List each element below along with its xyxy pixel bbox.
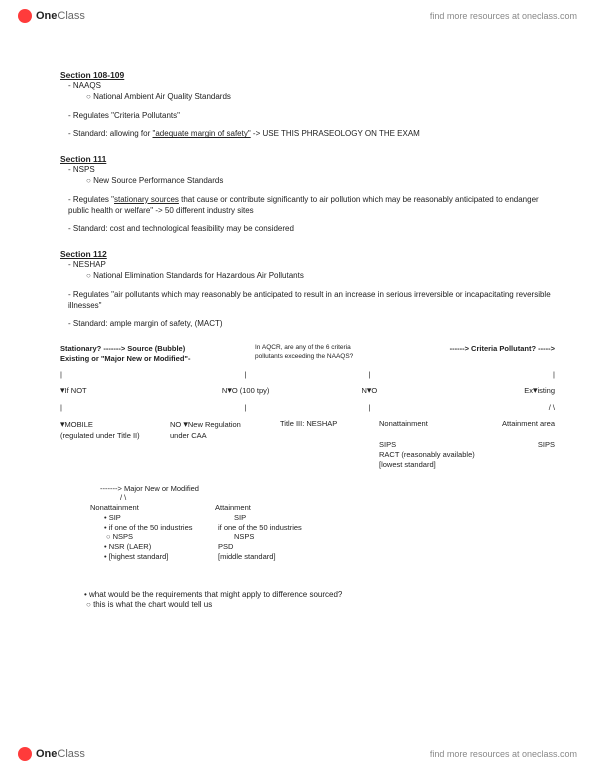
neshap-abbrev: NESHAP [68,260,555,271]
logo: OneClass [18,747,85,761]
section-112-regulates: Regulates "air pollutants which may reas… [68,290,555,312]
logo-icon [18,747,32,761]
mnm-attain: Attainment [215,503,340,513]
logo-suffix: Class [57,10,85,22]
flow-sips-l: SIPS [379,440,467,450]
mnm-nsr: NSR (LAER) [104,542,210,552]
reg-u: stationary sources [114,195,179,204]
pipe: | [184,370,308,380]
section-111-regulates: Regulates "stationary sources that cause… [68,195,555,217]
mnm-nsps-l: NSPS [106,532,210,542]
page-header: OneClass find more resources at oneclass… [0,0,595,32]
closing-answer: this is what the chart would tell us [86,600,555,611]
section-108-regulates: Regulates "Criteria Pollutants" [68,111,555,122]
flow-no100: N▾ [222,386,232,395]
mnm-nsps-r: NSPS [210,532,340,542]
logo-prefix: One [36,748,57,760]
section-112-title: Section 112 [60,249,555,259]
flow-nonattain: Nonattainment [379,419,467,440]
section-111-standard: Standard: cost and technological feasibi… [68,224,555,235]
mnm-50-l: if one of the 50 industries [104,523,210,533]
closing-question: what would be the requirements that migh… [84,590,555,601]
flow-nonew: NO ▾New Regulation [170,420,241,429]
mnm-sip-l: SIP [104,513,210,523]
std-pre: Standard: allowing for [73,129,153,138]
flow-sips-r: SIPS [467,440,555,450]
flow-stationary: Stationary? -------> Source (Bubble) [60,344,185,353]
pipe: | [431,370,555,380]
flow-mnm-slash: / \ [60,493,555,503]
nsps-fullname: New Source Performance Standards [86,176,555,187]
section-112-standard: Standard: ample margin of safety, (MACT) [68,319,555,330]
pipe: | [184,403,308,413]
flowchart: Stationary? -------> Source (Bubble) Exi… [60,344,555,561]
mnm-nonattain: Nonattainment [90,503,215,513]
std-post: -> USE THIS PHRASEOLOGY ON THE EXAM [251,129,420,138]
flow-lowest: [lowest standard] [379,460,555,470]
flow-title3: Title III: NESHAP [280,419,379,440]
reg-pre: Regulates " [73,195,114,204]
mnm-high: [highest standard] [104,552,210,562]
flow-attain: Attainment area [467,419,555,440]
document-body: Section 108-109 NAAQS National Ambient A… [60,70,555,611]
pipe: | [60,370,184,380]
flow-aqcr-q2: pollutants exceeding the NAAQS? [255,353,390,361]
flow-existing-leaf: Ex▾isting [524,386,555,395]
neshap-fullname: National Elimination Standards for Hazar… [86,271,555,282]
pipe: | [60,403,184,413]
flow-ract: RACT (reasonably available) [379,450,555,460]
std-quote: "adequate margin of safety" [153,129,251,138]
pipe: | [308,403,432,413]
flow-criteria-pollutant: ------> Criteria Pollutant? -----> [450,344,555,353]
section-108-list: NAAQS [60,81,555,92]
logo-text: OneClass [36,748,85,760]
resources-link[interactable]: find more resources at oneclass.com [430,749,577,759]
logo: OneClass [18,9,85,23]
flow-undercaa: under CAA [170,431,280,441]
flow-aqcr-q1: In AQCR, are any of the 6 criteria [255,344,390,352]
naaqs-abbrev: NAAQS [68,81,555,92]
mnm-sip-r: SIP [210,513,340,523]
mnm-mid: [middle standard] [210,552,340,562]
mnm-50-r: if one of the 50 industries [210,523,340,533]
page-footer: OneClass find more resources at oneclass… [0,738,595,770]
section-108-standard: Standard: allowing for "adequate margin … [68,129,555,140]
mnm-psd: PSD [210,542,340,552]
flow-no: N▾O [361,386,377,395]
flow-mobile-sub: (regulated under Title II) [60,431,170,441]
flow-mnm-head: -------> Major New or Modified [60,484,555,494]
flow-mobile: MOBILE [65,420,93,429]
flow-existing: Existing or "Major New or Modified"- [60,354,190,363]
nsps-abbrev: NSPS [68,165,555,176]
logo-icon [18,9,32,23]
logo-prefix: One [36,10,57,22]
section-111-title: Section 111 [60,154,555,164]
resources-link[interactable]: find more resources at oneclass.com [430,11,577,21]
flow-ifnot: If NOT [65,386,87,395]
pipe: | [308,370,432,380]
logo-suffix: Class [57,748,85,760]
naaqs-fullname: National Ambient Air Quality Standards [86,92,555,103]
section-108-title: Section 108-109 [60,70,555,80]
logo-text: OneClass [36,10,85,22]
branch-slash: / \ [431,403,555,413]
